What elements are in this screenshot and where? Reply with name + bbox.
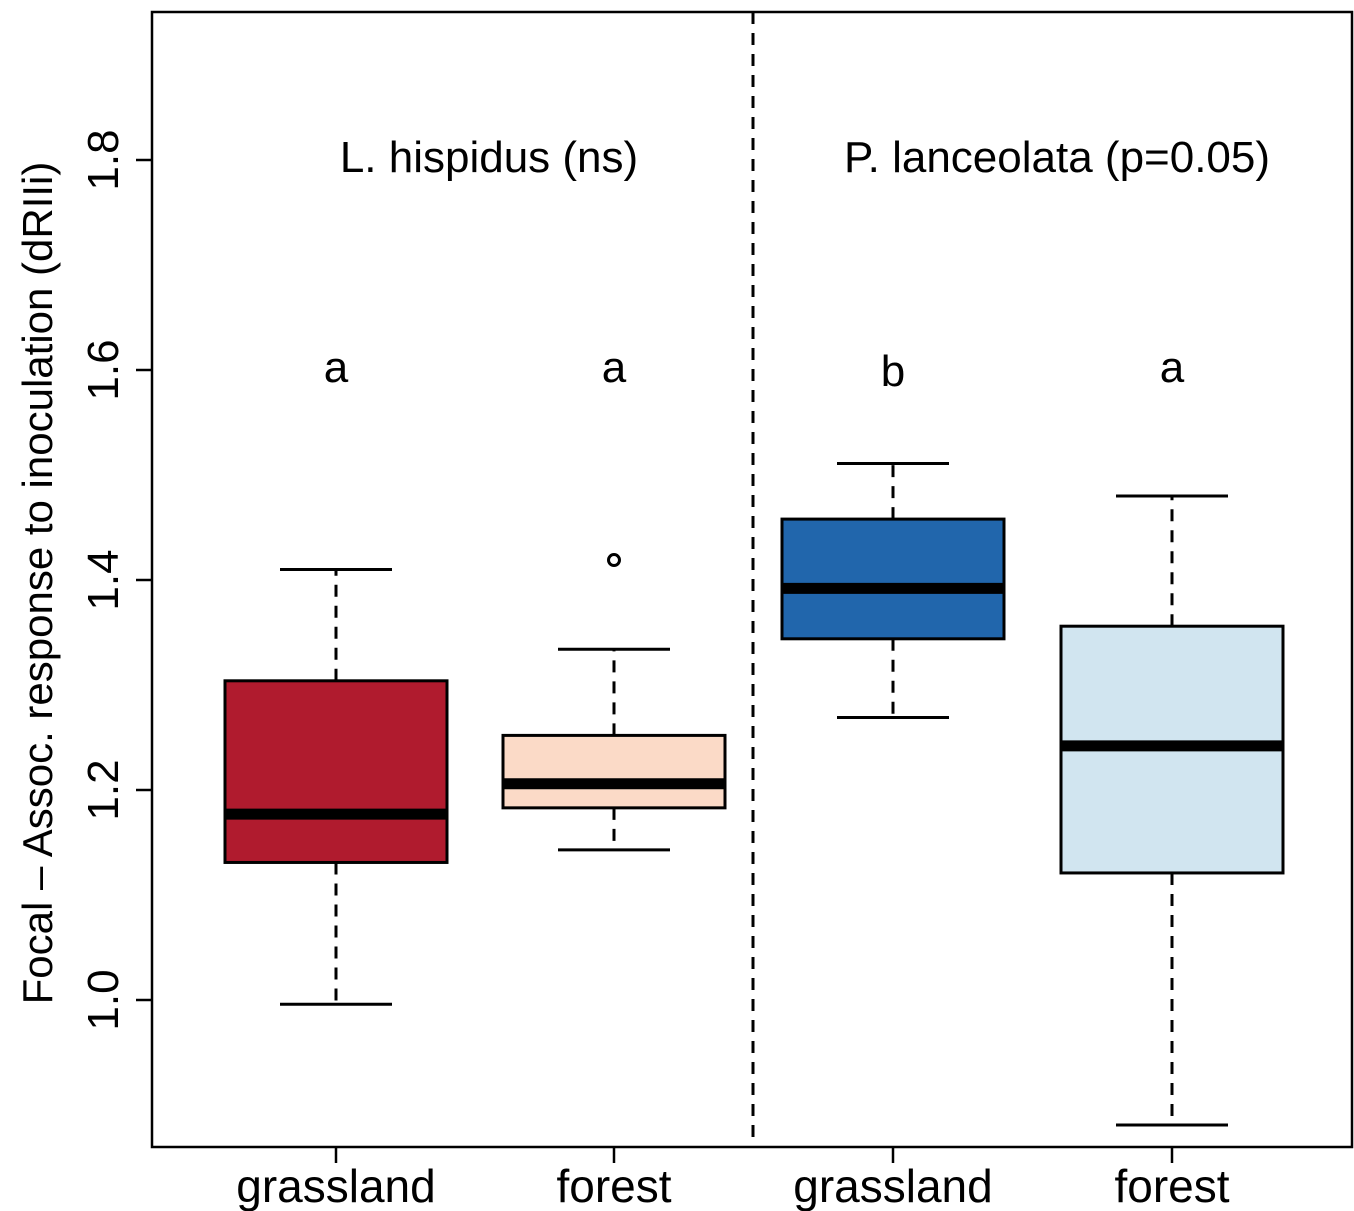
significance-letter: a xyxy=(602,343,627,392)
y-tick-label: 1.2 xyxy=(79,759,128,820)
significance-letter: a xyxy=(324,343,349,392)
box-forest-l-hispidus xyxy=(501,553,727,852)
boxes-layer xyxy=(223,461,1285,1127)
y-tick-label: 1.4 xyxy=(79,549,128,610)
group-title: L. hispidus (ns) xyxy=(340,133,638,182)
x-category-label: forest xyxy=(556,1160,671,1211)
interquartile-box xyxy=(501,733,727,810)
y-axis-title: Focal – Assoc. response to inoculation (… xyxy=(14,162,61,1005)
x-category-label: forest xyxy=(1114,1160,1229,1211)
box-grassland-l-hispidus xyxy=(223,568,449,1006)
box-forest-p-lanceolata xyxy=(1059,494,1285,1127)
interquartile-box xyxy=(223,679,449,864)
y-axis: 1.0 1.2 1.4 1.6 1.8 xyxy=(79,129,152,1031)
y-tick-label: 1.0 xyxy=(79,969,128,1030)
group-title: P. lanceolata (p=0.05) xyxy=(844,133,1270,182)
x-category-label: grassland xyxy=(793,1160,992,1211)
y-tick-label: 1.6 xyxy=(79,339,128,400)
annotations-layer: a a b a L. hispidus (ns) P. lanceolata (p=0.0… xyxy=(324,133,1270,396)
y-tick-label: 1.8 xyxy=(79,129,128,190)
outlier-point xyxy=(607,553,621,568)
x-category-label: grassland xyxy=(236,1160,435,1211)
box-grassland-p-lanceolata xyxy=(780,461,1006,720)
significance-letter: a xyxy=(1160,343,1185,392)
significance-letter: b xyxy=(881,347,905,396)
interquartile-box xyxy=(780,517,1006,641)
x-axis: grassland forest grassland forest xyxy=(236,1147,1230,1211)
